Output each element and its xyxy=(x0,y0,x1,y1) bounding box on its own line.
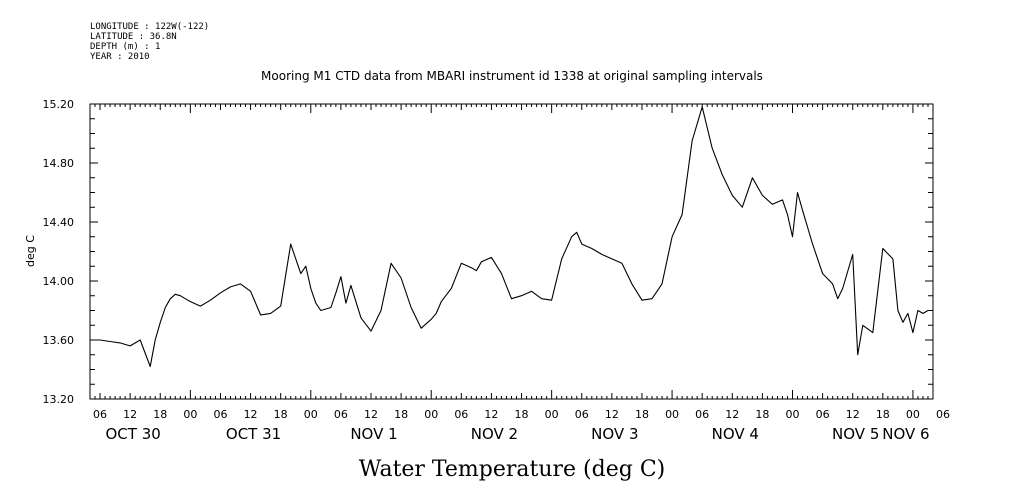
x-hour-label: 00 xyxy=(906,408,920,421)
depth-text: DEPTH (m) : 1 xyxy=(90,42,160,52)
x-hour-label: 12 xyxy=(364,408,378,421)
temperature-series-line xyxy=(90,106,929,368)
x-hour-label: 00 xyxy=(665,408,679,421)
latitude-text: LATITUDE : 36.8N xyxy=(90,32,177,42)
x-hour-label: 18 xyxy=(876,408,890,421)
x-day-label: NOV 6 xyxy=(882,425,929,443)
longitude-text: LONGITUDE : 122W(-122) xyxy=(90,22,209,32)
x-day-label: OCT 31 xyxy=(226,425,281,443)
year-text: YEAR : 2010 xyxy=(90,52,150,62)
x-day-label: NOV 1 xyxy=(350,425,397,443)
x-hour-label: 12 xyxy=(846,408,860,421)
x-hour-label: 00 xyxy=(183,408,197,421)
x-hour-label: 00 xyxy=(545,408,559,421)
y-tick-label: 14.40 xyxy=(43,216,75,229)
y-tick-label: 13.60 xyxy=(43,334,75,347)
x-hour-label: 06 xyxy=(936,408,950,421)
y-axis-label: deg C xyxy=(24,235,37,267)
x-hour-label: 12 xyxy=(725,408,739,421)
x-hour-label: 06 xyxy=(334,408,348,421)
x-hour-label: 18 xyxy=(274,408,288,421)
chart-title: Mooring M1 CTD data from MBARI instrumen… xyxy=(261,69,763,83)
x-hour-label: 06 xyxy=(213,408,227,421)
x-hour-label: 06 xyxy=(816,408,830,421)
y-axis: 13.20 13.60 14.00 14.40 14.80 15.20 xyxy=(43,98,933,406)
x-day-label: NOV 2 xyxy=(471,425,518,443)
x-hour-label: 00 xyxy=(304,408,318,421)
x-hour-label: 00 xyxy=(424,408,438,421)
x-hour-label: 18 xyxy=(394,408,408,421)
x-hour-label: 18 xyxy=(755,408,769,421)
x-hour-label: 06 xyxy=(454,408,468,421)
y-tick-label: 14.80 xyxy=(43,157,75,170)
y-tick-label: 15.20 xyxy=(43,98,75,111)
metadata-block: LONGITUDE : 122W(-122) LATITUDE : 36.8N … xyxy=(90,22,209,62)
x-hour-label: 06 xyxy=(695,408,709,421)
x-hour-label: 18 xyxy=(515,408,529,421)
x-hour-label: 06 xyxy=(93,408,107,421)
x-hour-label: 12 xyxy=(244,408,258,421)
x-hour-label: 12 xyxy=(605,408,619,421)
x-hour-label: 18 xyxy=(153,408,167,421)
x-day-label: OCT 30 xyxy=(105,425,160,443)
series-layer xyxy=(90,106,929,368)
x-hour-label: 12 xyxy=(484,408,498,421)
x-day-label: NOV 3 xyxy=(591,425,638,443)
x-hour-label: 18 xyxy=(635,408,649,421)
y-tick-label: 13.20 xyxy=(43,393,75,406)
y-tick-label: 14.00 xyxy=(43,275,75,288)
x-day-label: NOV 4 xyxy=(712,425,759,443)
x-hour-label: 06 xyxy=(575,408,589,421)
x-day-label: NOV 5 xyxy=(832,425,879,443)
x-hour-label: 12 xyxy=(123,408,137,421)
x-axis-label: Water Temperature (deg C) xyxy=(359,457,666,482)
x-hour-label: 00 xyxy=(786,408,800,421)
plot-frame xyxy=(89,103,934,400)
x-axis: 06 12 18 00 06 12 18 00 06 12 18 00 06 12 18 00 06 12 18 00… xyxy=(89,104,950,443)
